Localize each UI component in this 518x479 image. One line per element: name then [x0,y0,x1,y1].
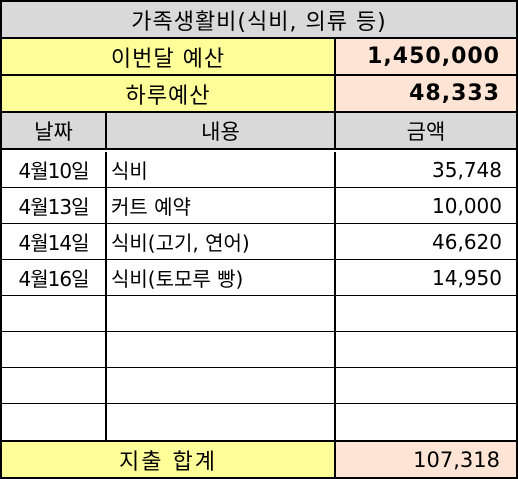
amount-cell[interactable]: 10,000 [432,193,502,218]
amount-cell[interactable]: 14,950 [432,265,502,290]
amount-cell[interactable]: 46,620 [432,229,502,254]
table-row: 4월13일 커트 예약 10,000 [2,188,516,224]
item-cell[interactable] [107,368,336,403]
item-cell[interactable]: 식비(토모루 빵) [107,260,336,295]
amount-cell[interactable] [336,296,516,331]
item-cell[interactable] [107,332,336,367]
date-cell[interactable]: 4월14일 [2,224,107,259]
date-cell[interactable] [2,404,107,440]
amount-cell[interactable] [336,368,516,403]
item-cell[interactable] [107,404,336,440]
header-date[interactable]: 날짜 [2,113,107,148]
total-label[interactable]: 지출 합계 [2,442,336,477]
table-header-row: 날짜 내용 금액 [2,113,516,150]
item-cell[interactable] [107,296,336,331]
table-row [2,404,516,440]
item-cell[interactable]: 식비(고기, 연어) [107,224,336,259]
table-row [2,332,516,368]
item-cell[interactable]: 식비 [107,152,336,187]
date-cell[interactable] [2,368,107,403]
table-row: 4월16일 식비(토모루 빵) 14,950 [2,260,516,296]
table-row: 4월14일 식비(고기, 연어) 46,620 [2,224,516,260]
table-row: 4월10일 식비 35,748 [2,152,516,188]
date-cell[interactable]: 4월10일 [2,152,107,187]
title-row: 가족생활비(식비, 의류 등) [2,2,516,39]
header-amount[interactable]: 금액 [406,119,446,144]
item-cell[interactable]: 커트 예약 [107,188,336,223]
table-row [2,296,516,332]
monthly-budget-row: 이번달 예산 1,450,000 [2,39,516,76]
monthly-budget-label[interactable]: 이번달 예산 [2,39,336,74]
amount-cell[interactable] [336,332,516,367]
total-value[interactable]: 107,318 [336,442,516,477]
date-cell[interactable] [2,296,107,331]
sheet-title[interactable]: 가족생활비(식비, 의류 등) [131,9,387,35]
monthly-budget-value[interactable]: 1,450,000 [336,39,516,74]
daily-budget-row: 하루예산 48,333 [2,76,516,113]
date-cell[interactable]: 4월16일 [2,260,107,295]
amount-cell[interactable]: 35,748 [432,157,502,182]
table-row [2,368,516,404]
total-row: 지출 합계 107,318 [2,440,516,477]
date-cell[interactable] [2,332,107,367]
header-item[interactable]: 내용 [107,113,336,148]
daily-budget-label[interactable]: 하루예산 [2,76,336,111]
daily-budget-value[interactable]: 48,333 [336,76,516,111]
amount-cell[interactable] [336,404,516,440]
date-cell[interactable]: 4월13일 [2,188,107,223]
